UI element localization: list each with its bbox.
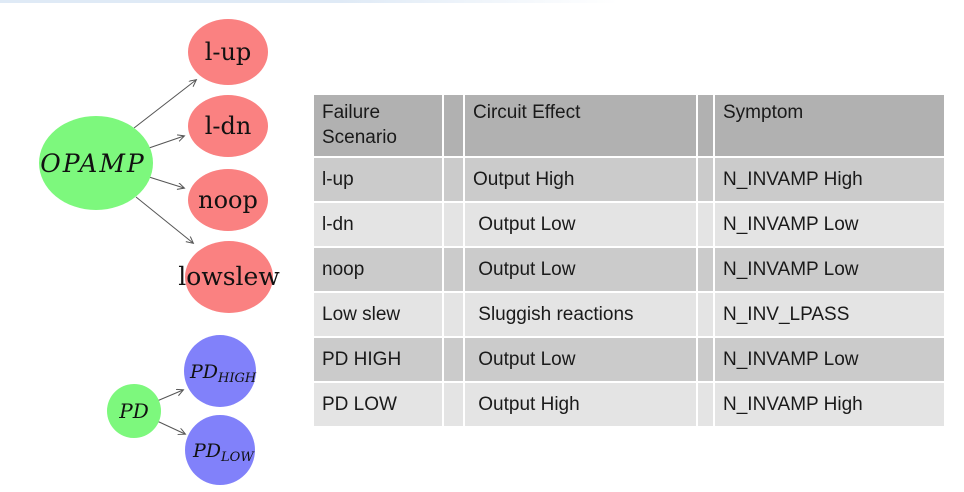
spacer-cell [698,293,713,336]
node-pdhigh: PDHIGH [184,335,257,407]
cell-failure-scenario: Low slew [314,293,442,336]
node-ldn-shape [188,95,268,157]
node-pd-label: PD [118,399,149,423]
node-pdlow: PDLOW [185,415,255,485]
col-header-circuit-effect: Circuit Effect [465,95,696,156]
cell-failure-scenario: PD HIGH [314,338,442,381]
cell-failure-scenario: PD LOW [314,383,442,426]
table-row: l-dn Output Low N_INVAMP Low [314,203,944,246]
node-ldn: l-dn [188,95,268,157]
node-pd: PD [107,384,161,438]
cell-circuit-effect: Output High [465,158,696,201]
edge-pd-pdhigh [156,390,183,402]
failure-table-body: l-up Output High N_INVAMP High l-dn Output … [314,158,944,426]
node-lowslew-label: lowslew [178,262,280,291]
cell-symptom: N_INVAMP Low [715,203,944,246]
spacer-cell [444,203,463,246]
node-pdhigh-label: PDHIGH [189,361,257,386]
spacer-cell [698,158,713,201]
edge-opamp-ldn [148,136,184,149]
cell-symptom: N_INVAMP High [715,158,944,201]
cell-circuit-effect: Output Low [465,338,696,381]
header-spacer-cell [444,95,463,156]
cell-circuit-effect: Output High [465,383,696,426]
node-noop-shape [188,169,268,231]
table-row: Low slew Sluggish reactions N_INV_LPASS [314,293,944,336]
cell-symptom: N_INV_LPASS [715,293,944,336]
cell-failure-scenario: l-dn [314,203,442,246]
node-opamp-label: OPAMP [40,149,146,178]
node-opamp: OPAMP [39,116,153,210]
fault-tree-diagram: OPAMP l-up l-dn noop lowslew PD [39,19,280,485]
cell-symptom: N_INVAMP Low [715,248,944,291]
spacer-cell [444,293,463,336]
cell-symptom: N_INVAMP Low [715,338,944,381]
node-pdhigh-subscript: HIGH [217,371,257,386]
cell-symptom: N_INVAMP High [715,383,944,426]
spacer-cell [444,338,463,381]
opamp-edges [133,80,196,243]
edge-opamp-lup [133,80,196,129]
node-pdlow-subscript: LOW [220,450,255,465]
pd-edges [156,390,185,434]
node-ldn-label: l-dn [205,112,252,140]
cell-failure-scenario: noop [314,248,442,291]
node-pd-shape [107,384,161,438]
node-pdlow-label: PDLOW [192,440,255,465]
top-accent-strip [0,0,618,3]
table-row: l-up Output High N_INVAMP High [314,158,944,201]
header-row: Failure Scenario Circuit Effect Symptom [314,95,944,156]
header-spacer-cell [698,95,713,156]
node-lowslew: lowslew [178,241,280,313]
edge-opamp-lowslew [135,196,193,243]
spacer-cell [698,248,713,291]
failure-table-header: Failure Scenario Circuit Effect Symptom [314,95,944,156]
node-opamp-shape [39,116,153,210]
spacer-cell [698,383,713,426]
cell-circuit-effect: Sluggish reactions [465,293,696,336]
cell-failure-scenario: l-up [314,158,442,201]
node-lup: l-up [188,19,268,85]
node-lup-label: l-up [205,38,252,66]
edge-opamp-noop [148,176,184,188]
node-pdlow-shape [185,415,255,485]
node-lup-shape [188,19,268,85]
node-noop: noop [188,169,268,231]
table-row: noop Output Low N_INVAMP Low [314,248,944,291]
node-lowslew-shape [185,241,273,313]
spacer-cell [698,203,713,246]
spacer-cell [444,248,463,291]
col-header-failure-scenario: Failure Scenario [314,95,442,156]
cell-circuit-effect: Output Low [465,203,696,246]
failure-table: Failure Scenario Circuit Effect Symptom … [312,93,946,428]
table-row: PD HIGH Output Low N_INVAMP Low [314,338,944,381]
cell-circuit-effect: Output Low [465,248,696,291]
table-row: PD LOW Output High N_INVAMP High [314,383,944,426]
node-pdhigh-shape [184,335,256,407]
spacer-cell [444,158,463,201]
node-noop-label: noop [198,186,258,214]
edge-pd-pdlow [156,420,185,434]
spacer-cell [698,338,713,381]
spacer-cell [444,383,463,426]
col-header-symptom: Symptom [715,95,944,156]
